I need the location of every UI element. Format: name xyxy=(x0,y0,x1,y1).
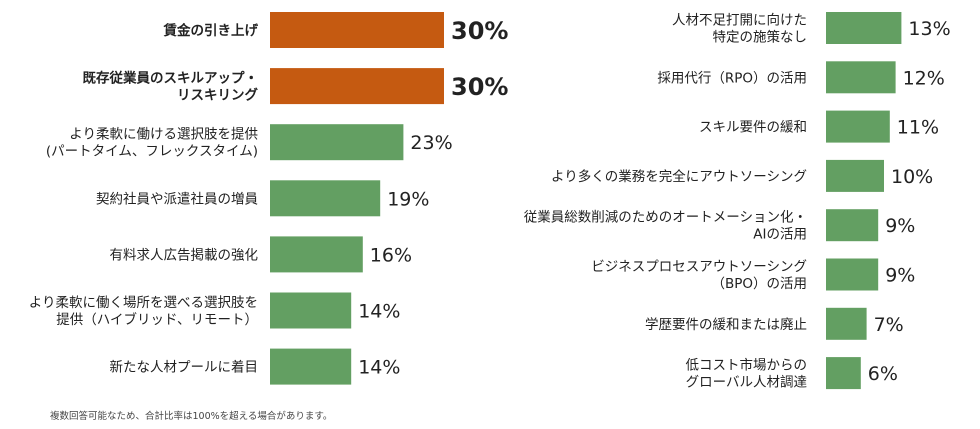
bar xyxy=(270,236,363,273)
bar xyxy=(826,258,879,291)
category-label: (パートタイム、フレックスタイム) xyxy=(46,144,258,160)
category-label: 低コスト市場からの xyxy=(686,357,808,374)
category-label: 採用代行（RPO）の活用 xyxy=(657,70,807,86)
value-label: 14% xyxy=(358,301,400,323)
category-label: リスキリング xyxy=(177,87,258,104)
value-label: 12% xyxy=(903,67,945,89)
value-label: 7% xyxy=(874,314,904,336)
value-label: 13% xyxy=(908,18,950,40)
category-label: 特定の施策なし xyxy=(713,29,808,46)
bar xyxy=(826,61,896,94)
category-label: 新たな人材プールに着目 xyxy=(110,359,259,376)
category-label: ビジネスプロセスアウトソーシング xyxy=(591,259,807,275)
footnote: 複数回答可能なため、合計比率は100%を超える場合があります。 xyxy=(50,411,333,422)
value-label: 9% xyxy=(885,215,915,237)
bar xyxy=(270,292,352,329)
bar xyxy=(826,307,867,340)
category-label: 学歴要件の緩和または廃止 xyxy=(645,316,807,333)
bar xyxy=(270,68,444,105)
bar xyxy=(826,12,902,44)
category-label: 既存従業員のスキルアップ・ xyxy=(83,70,259,87)
bar xyxy=(270,348,352,385)
value-label: 14% xyxy=(358,357,400,379)
bar xyxy=(826,209,879,242)
bar xyxy=(826,110,890,143)
category-label: 契約社員や派遣社員の増員 xyxy=(96,191,258,207)
bar xyxy=(270,180,381,217)
value-label: 10% xyxy=(891,166,933,188)
bar xyxy=(826,159,884,192)
category-label: 従業員総数削減のためのオートメーション化・ xyxy=(524,209,807,226)
category-label: 提供（ハイブリッド、リモート） xyxy=(56,311,258,328)
value-label: 16% xyxy=(370,244,412,266)
category-label: スキル要件の緩和 xyxy=(699,120,807,136)
value-label: 30% xyxy=(451,73,508,101)
value-label: 9% xyxy=(885,265,915,287)
bar xyxy=(270,12,444,48)
category-label: 人材不足打開に向けた xyxy=(672,12,807,29)
category-label: AIの活用 xyxy=(753,227,807,243)
value-label: 30% xyxy=(451,17,508,45)
category-label: グローバル人材調達 xyxy=(686,375,808,391)
value-label: 6% xyxy=(868,363,898,385)
value-label: 11% xyxy=(897,117,939,139)
category-label: より柔軟に働く場所を選べる選択肢を xyxy=(29,295,258,311)
category-label: （BPO）の活用 xyxy=(711,276,807,292)
value-label: 19% xyxy=(387,188,429,210)
category-label: より柔軟に働ける選択肢を提供 xyxy=(69,127,258,143)
value-label: 23% xyxy=(410,132,452,154)
category-label: 有料求人広告掲載の強化 xyxy=(110,247,259,263)
category-label: より多くの業務を完全にアウトソーシング xyxy=(551,168,807,185)
bar xyxy=(270,124,404,161)
category-label: 賃金の引き上げ xyxy=(163,22,259,39)
bar xyxy=(826,357,861,390)
